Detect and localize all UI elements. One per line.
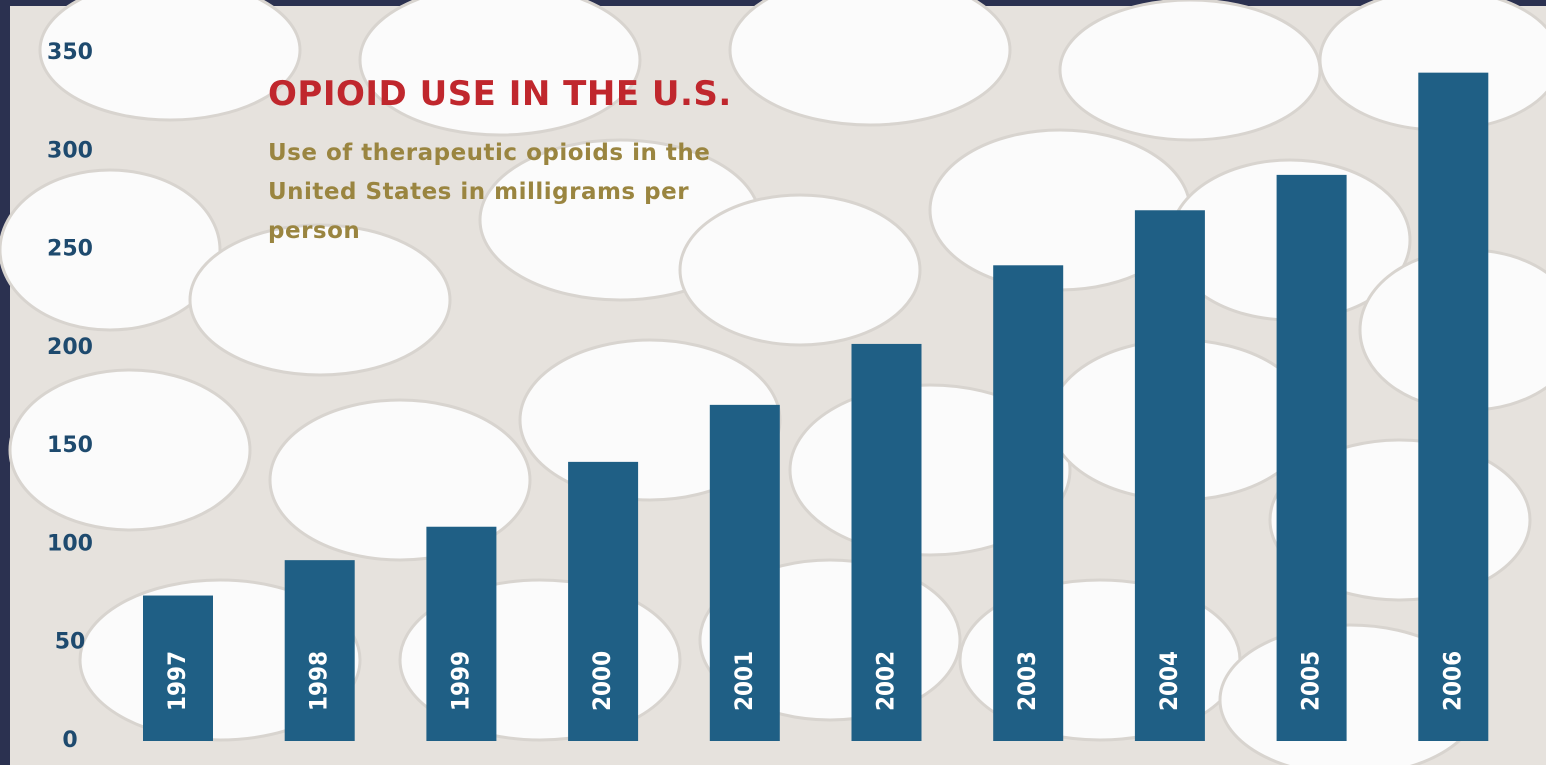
bar xyxy=(709,404,780,741)
y-tick-label: 0 xyxy=(62,728,77,753)
x-tick-label: 2004 xyxy=(1155,651,1183,711)
bar xyxy=(426,526,497,741)
bar xyxy=(851,343,922,741)
chart-title: OPIOID USE IN THE U.S. xyxy=(268,74,732,114)
x-tick-label: 2005 xyxy=(1297,651,1325,711)
x-tick-label: 1998 xyxy=(305,651,333,711)
x-tick-label: 2006 xyxy=(1438,651,1466,711)
bar xyxy=(1134,210,1205,741)
x-tick-label: 1997 xyxy=(163,651,191,711)
bar xyxy=(993,265,1064,741)
y-tick-label: 100 xyxy=(47,531,93,556)
x-tick-label: 2000 xyxy=(588,651,616,711)
bar xyxy=(568,461,639,741)
chart-subtitle: Use of therapeutic opioids in the United… xyxy=(268,140,711,244)
bar xyxy=(1418,72,1489,741)
bar xyxy=(143,595,213,741)
y-tick-label: 200 xyxy=(47,335,93,360)
bar xyxy=(1276,174,1347,742)
y-tick-label: 300 xyxy=(47,138,93,163)
y-tick-label: 50 xyxy=(55,630,86,655)
x-tick-label: 2003 xyxy=(1013,651,1041,711)
x-tick-label: 1999 xyxy=(446,651,474,711)
x-tick-label: 2002 xyxy=(872,651,900,711)
y-tick-label: 150 xyxy=(47,433,93,458)
y-tick-label: 250 xyxy=(47,237,93,262)
bar xyxy=(284,560,355,741)
x-tick-label: 2001 xyxy=(730,651,758,711)
y-tick-label: 350 xyxy=(47,40,93,65)
